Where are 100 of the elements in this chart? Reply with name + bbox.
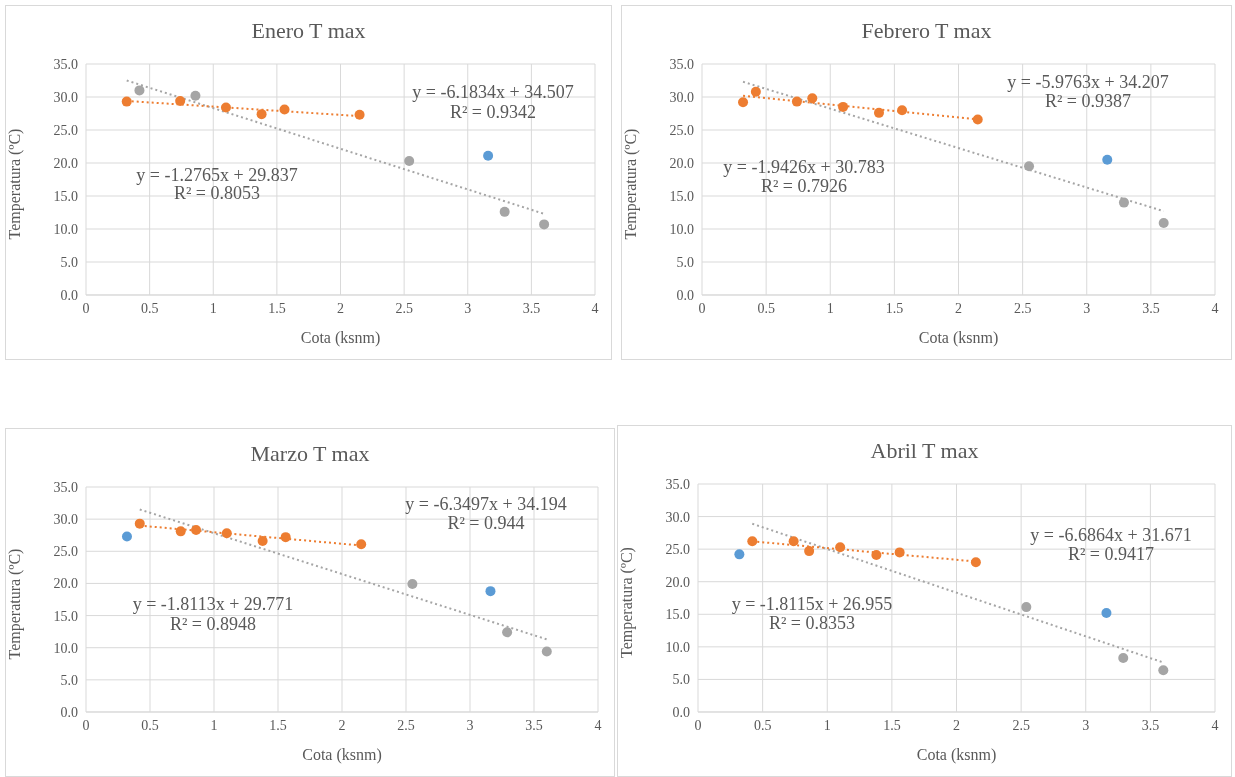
annotation: R² = 0.9387 (1043, 91, 1133, 112)
annotation: y = -6.1834x + 34.507 (411, 82, 575, 103)
y-tick-label: 15.0 (669, 188, 694, 204)
point (804, 546, 815, 557)
x-tick-label: 1 (209, 300, 217, 316)
y-tick-label: 30.0 (669, 89, 694, 105)
x-tick-label: 1 (823, 717, 831, 733)
point (190, 90, 201, 101)
x-tick-label: 2.5 (397, 717, 415, 733)
point (788, 536, 799, 547)
x-axis-title: Cota (ksnm) (918, 329, 999, 347)
x-tick-label: 0.5 (757, 300, 775, 316)
x-tick-label: 0 (698, 300, 706, 316)
point (121, 96, 132, 107)
annotation: R² = 0.9417 (1066, 544, 1156, 565)
annotation: y = -1.2765x + 29.837 (136, 165, 298, 185)
x-tick-label: 3 (466, 717, 474, 733)
y-tick-label: 5.0 (676, 254, 694, 270)
x-tick-label: 1 (210, 717, 218, 733)
y-tick-label: 20.0 (53, 155, 78, 171)
x-tick-label: 0.5 (140, 300, 159, 316)
point (1024, 161, 1035, 172)
x-tick-label: 1.5 (885, 300, 904, 316)
point (121, 531, 132, 542)
point (897, 105, 908, 116)
x-tick-label: 2.5 (1012, 717, 1030, 733)
point (499, 206, 510, 217)
chart-title: Enero T max (250, 18, 367, 44)
point (404, 156, 415, 167)
point (873, 107, 884, 118)
y-tick-label: 5.0 (672, 672, 690, 688)
point (1158, 665, 1169, 676)
annotation: y = -1.8115x + 26.955 (731, 594, 893, 614)
y-tick-label: 25.0 (669, 122, 694, 138)
x-tick-label: 1 (826, 300, 834, 316)
y-tick-label: 5.0 (60, 254, 78, 270)
x-tick-label: 3.5 (525, 717, 543, 733)
y-tick-label: 10.0 (53, 221, 78, 237)
point (221, 528, 232, 539)
point (838, 101, 849, 112)
y-axis-title: Temperatura (ºC) (5, 548, 24, 660)
y-tick-label: 35.0 (665, 476, 690, 492)
point (257, 536, 268, 546)
y-tick-label: 20.0 (53, 576, 78, 592)
annotation: R² = 0.7926 (760, 176, 848, 196)
x-tick-label: 2.5 (1013, 300, 1032, 316)
point (1102, 154, 1113, 165)
y-axis-title: Temperatura (ºC) (621, 128, 640, 240)
x-tick-label: 1.5 (268, 300, 286, 316)
annotation: y = -1.8113x + 29.771 (132, 594, 294, 614)
x-tick-label: 0.5 (141, 717, 159, 733)
point (807, 93, 818, 104)
chart-title: Marzo T max (249, 441, 371, 467)
point (483, 150, 494, 161)
point (175, 526, 186, 537)
y-axis-title: Temperatura (ºC) (617, 547, 636, 658)
y-tick-label: 10.0 (669, 221, 694, 237)
point (734, 549, 745, 560)
x-tick-label: 2.5 (395, 300, 413, 316)
x-tick-label: 0 (694, 717, 702, 733)
x-tick-label: 2 (955, 300, 962, 316)
point (1118, 197, 1129, 208)
y-tick-label: 25.0 (53, 544, 78, 560)
x-axis-title: Cota (ksnm) (300, 329, 381, 347)
x-tick-label: 4 (591, 300, 599, 316)
annotation: y = -1.9426x + 30.783 (723, 157, 885, 177)
y-tick-label: 15.0 (53, 188, 78, 204)
point (791, 96, 802, 107)
y-tick-label: 15.0 (665, 607, 690, 623)
x-tick-label: 4 (1211, 717, 1219, 733)
chart-title: Febrero T max (860, 18, 993, 44)
y-tick-label: 0.0 (676, 287, 694, 303)
x-tick-label: 2 (337, 300, 344, 316)
y-tick-label: 0.0 (60, 287, 78, 303)
y-tick-label: 30.0 (53, 89, 78, 105)
point (280, 532, 291, 543)
y-tick-label: 25.0 (665, 542, 690, 558)
point (541, 646, 552, 657)
annotation: R² = 0.9342 (448, 102, 538, 123)
y-tick-label: 0.0 (672, 704, 690, 720)
point (256, 109, 267, 120)
annotation: R² = 0.8948 (169, 614, 257, 634)
chart-title: Abril T max (869, 438, 980, 464)
point (502, 627, 513, 638)
y-tick-label: 10.0 (665, 639, 690, 655)
x-tick-label: 3.5 (1142, 300, 1160, 316)
point (134, 85, 145, 96)
x-tick-label: 0.5 (753, 717, 772, 733)
x-tick-label: 3.5 (1141, 717, 1160, 733)
annotation: y = -6.3497x + 34.194 (404, 494, 568, 515)
y-tick-label: 30.0 (665, 509, 690, 525)
point (220, 102, 231, 113)
y-tick-label: 0.0 (60, 704, 78, 720)
point (871, 550, 882, 561)
point (407, 579, 418, 590)
x-tick-label: 3 (1083, 300, 1091, 316)
y-tick-label: 30.0 (53, 512, 78, 528)
point (356, 539, 367, 550)
y-tick-label: 20.0 (669, 155, 694, 171)
y-tick-label: 20.0 (665, 574, 690, 590)
